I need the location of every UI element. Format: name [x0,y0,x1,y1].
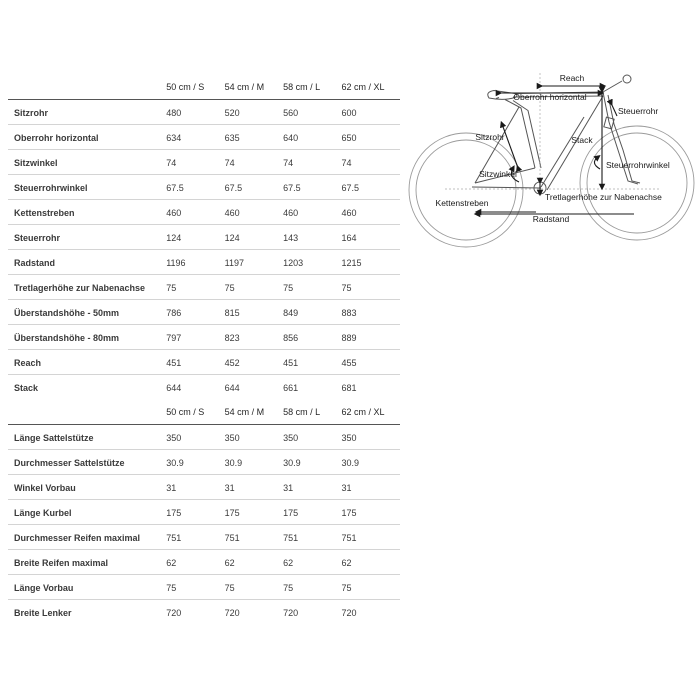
svg-text:Steuerrohr: Steuerrohr [618,106,658,116]
svg-text:Sitzwinkel: Sitzwinkel [479,169,517,179]
svg-text:Reach: Reach [560,73,585,83]
svg-text:Oberrohr horizontal: Oberrohr horizontal [513,92,586,102]
svg-text:Sitzrohr: Sitzrohr [475,132,504,142]
svg-text:Steuerrohrwinkel: Steuerrohrwinkel [606,160,670,170]
svg-text:Stack: Stack [571,135,593,145]
svg-text:Radstand: Radstand [533,214,570,224]
svg-text:Tretlagerhöhe zur Nabenachse: Tretlagerhöhe zur Nabenachse [545,192,662,202]
svg-text:Kettenstreben: Kettenstreben [436,198,489,208]
